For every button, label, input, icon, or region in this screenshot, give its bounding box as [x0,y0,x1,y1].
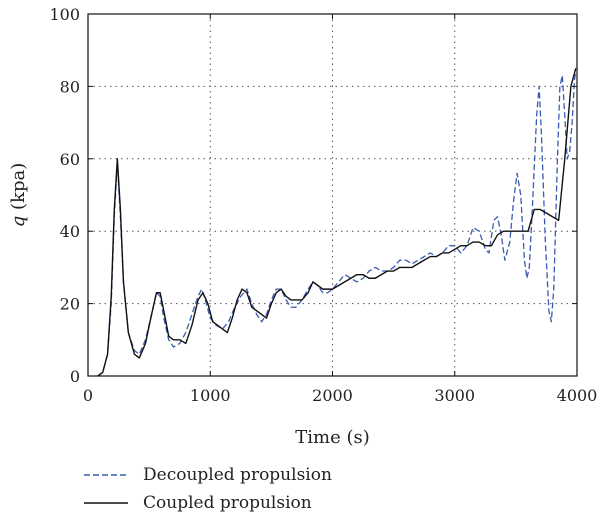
x-tick-label: 0 [83,386,93,405]
grid [88,14,577,376]
series-line-decoupled [97,71,577,377]
x-tick-label: 1000 [190,386,231,405]
series-line-coupled [97,68,577,377]
y-tick-label: 20 [60,295,80,314]
legend-label-coupled: Coupled propulsion [143,493,312,513]
y-axis-label-symbol: q [8,216,29,228]
legend: Decoupled propulsion Coupled propulsion [84,465,332,513]
x-tick-label: 4000 [557,386,598,405]
plot-frame [87,13,578,377]
series-layer [97,68,577,377]
y-tick-label: 80 [60,77,80,96]
y-axis-label: q (kpa) [8,163,29,227]
y-axis-label-unit: (kpa) [8,163,29,216]
y-tick-label: 100 [49,5,80,24]
legend-label-decoupled: Decoupled propulsion [143,465,332,485]
tick-labels: 0 1000 2000 3000 4000 0 20 40 60 80 100 [49,5,597,405]
x-tick-label: 3000 [434,386,475,405]
ticks [87,13,578,377]
y-tick-label: 40 [60,222,80,241]
x-axis-label: Time (s) [295,427,370,448]
y-tick-label: 0 [70,367,80,386]
y-tick-label: 60 [60,150,80,169]
x-tick-label: 2000 [312,386,353,405]
